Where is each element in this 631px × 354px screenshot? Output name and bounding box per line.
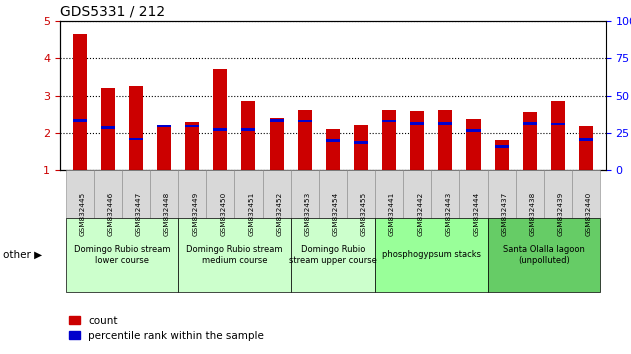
Bar: [382, 120, 396, 122]
Bar: [466, 119, 481, 170]
Text: GSM832454: GSM832454: [333, 192, 339, 236]
Text: Domingo Rubio
stream upper course: Domingo Rubio stream upper course: [289, 245, 377, 264]
Text: GSM832440: GSM832440: [586, 192, 592, 236]
Bar: [551, 123, 565, 125]
Bar: [410, 111, 424, 170]
Bar: [269, 118, 283, 170]
Bar: [326, 129, 340, 170]
Text: GSM832448: GSM832448: [164, 192, 170, 236]
Bar: [73, 119, 86, 122]
Text: GSM832441: GSM832441: [389, 192, 395, 236]
Text: Domingo Rubio stream
lower course: Domingo Rubio stream lower course: [74, 245, 170, 264]
Text: GSM832444: GSM832444: [473, 192, 480, 236]
Bar: [213, 69, 227, 170]
Bar: [213, 128, 227, 131]
Bar: [410, 122, 424, 125]
Text: GSM832455: GSM832455: [361, 192, 367, 236]
Bar: [495, 140, 509, 170]
Text: GSM832450: GSM832450: [220, 192, 227, 236]
Bar: [382, 110, 396, 170]
Text: GDS5331 / 212: GDS5331 / 212: [60, 5, 165, 19]
Text: GSM832439: GSM832439: [558, 192, 564, 236]
Bar: [129, 138, 143, 140]
Bar: [269, 119, 283, 122]
Bar: [466, 130, 481, 132]
Bar: [157, 125, 171, 127]
Bar: [101, 88, 115, 170]
Bar: [242, 101, 256, 170]
Bar: [326, 139, 340, 142]
Text: GSM832451: GSM832451: [249, 192, 254, 236]
Bar: [551, 101, 565, 170]
Bar: [298, 120, 312, 122]
Bar: [495, 145, 509, 148]
Bar: [157, 127, 171, 170]
Bar: [298, 110, 312, 170]
Text: GSM832443: GSM832443: [445, 192, 451, 236]
Bar: [354, 141, 368, 144]
Bar: [101, 126, 115, 129]
Text: GSM832446: GSM832446: [108, 192, 114, 236]
Bar: [579, 138, 593, 141]
Text: GSM832447: GSM832447: [136, 192, 142, 236]
Text: GSM832438: GSM832438: [530, 192, 536, 236]
Bar: [439, 110, 452, 170]
Bar: [242, 128, 256, 131]
Bar: [522, 122, 537, 125]
Legend: count, percentile rank within the sample: count, percentile rank within the sample: [65, 312, 268, 345]
Text: Santa Olalla lagoon
(unpolluted): Santa Olalla lagoon (unpolluted): [503, 245, 585, 264]
Text: GSM832449: GSM832449: [192, 192, 198, 236]
Bar: [439, 122, 452, 125]
Text: phosphogypsum stacks: phosphogypsum stacks: [382, 250, 481, 259]
Bar: [185, 122, 199, 170]
Bar: [522, 112, 537, 170]
Text: GSM832437: GSM832437: [502, 192, 508, 236]
Bar: [185, 125, 199, 127]
Bar: [73, 34, 86, 170]
Bar: [129, 86, 143, 170]
Text: GSM832453: GSM832453: [305, 192, 310, 236]
Text: GSM832445: GSM832445: [80, 192, 86, 236]
Text: GSM832452: GSM832452: [276, 192, 283, 236]
Bar: [579, 126, 593, 170]
Bar: [354, 125, 368, 170]
Text: Domingo Rubio stream
medium course: Domingo Rubio stream medium course: [186, 245, 283, 264]
Text: GSM832442: GSM832442: [417, 192, 423, 236]
Text: other ▶: other ▶: [3, 250, 42, 260]
